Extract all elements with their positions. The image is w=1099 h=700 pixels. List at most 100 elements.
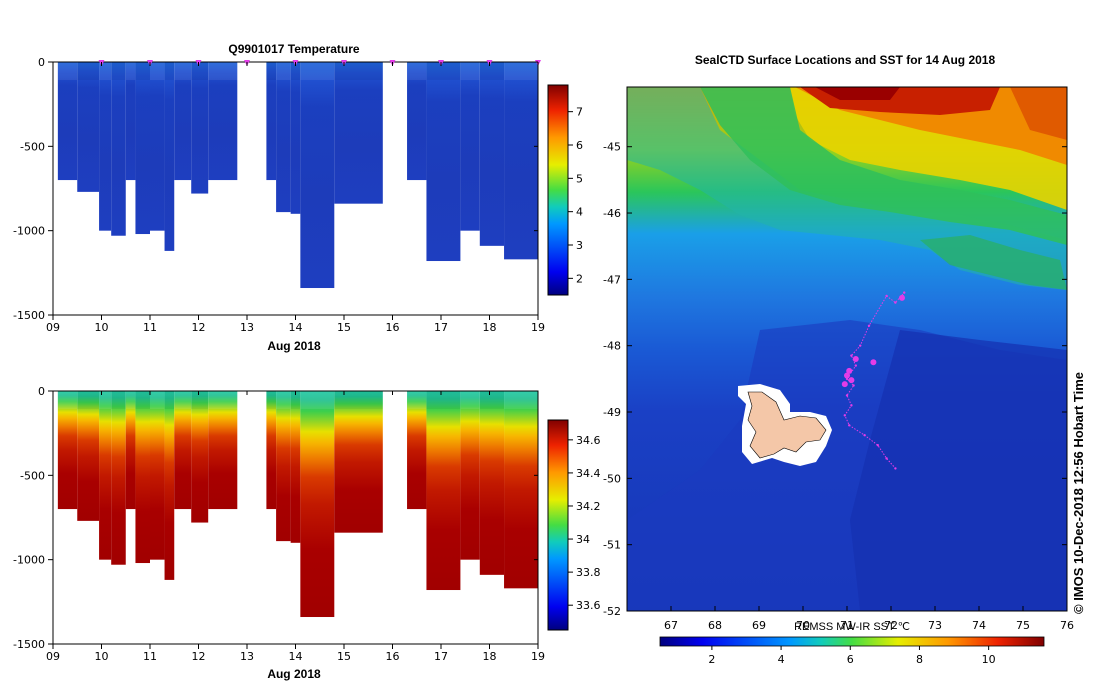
map-colorbar-tick-label: 8	[916, 653, 923, 666]
map-x-tick-label: 75	[1016, 619, 1030, 632]
x-tick-label: 13	[240, 321, 254, 334]
temperature-profile-shade	[191, 62, 209, 80]
temperature-panel: Q9901017 Temperature 09 10 11 12 13 14 15 16 17 1…	[13, 42, 583, 353]
y-tick-label: -500	[20, 140, 45, 153]
y-tick-label: -1000	[13, 225, 45, 238]
temperature-profile-column	[191, 62, 209, 194]
colorbar-tick-label: 34.4	[576, 467, 601, 480]
temperature-profile-shade	[334, 62, 383, 80]
map-y-tick-label: -49	[603, 406, 621, 419]
temperature-profile-shade	[300, 62, 335, 80]
map-colorbar	[659, 636, 1045, 647]
salinity-x-axis: 09 10 11 12 13 14 15 16 17 18 19	[46, 391, 545, 663]
y-tick-label: -1000	[13, 554, 45, 567]
salinity-profile-column	[407, 391, 427, 510]
colorbar-tick-label: 5	[576, 172, 583, 185]
y-tick-label: 0	[38, 56, 45, 69]
map-colorbar-tick-label: 10	[982, 653, 996, 666]
map-y-tick-label: -48	[603, 340, 621, 353]
temperature-profile-column	[208, 62, 238, 181]
salinity-y-axis: 0 -500 -1000 -1500	[13, 385, 538, 651]
salinity-profile-column	[150, 391, 165, 560]
temperature-profile-column	[479, 62, 505, 246]
salinity-profiles	[57, 391, 538, 618]
seal-track-point	[903, 291, 906, 294]
map-y-tick-label: -47	[603, 273, 621, 286]
y-tick-label: -500	[20, 469, 45, 482]
seal-track-point	[845, 394, 849, 397]
colorbar-tick-label: 3	[576, 239, 583, 252]
salinity-profile-shade	[57, 391, 78, 409]
temperature-profile-shade	[504, 62, 538, 80]
salinity-colorbar-ticks: 33.6 33.8 34 34.2 34.4 34.6	[568, 434, 601, 612]
salinity-profile-shade	[150, 391, 165, 409]
salinity-profile-column	[290, 391, 301, 543]
x-tick-label: 12	[192, 321, 206, 334]
temperature-profile-column	[407, 62, 427, 181]
temperature-colorbar	[547, 84, 569, 296]
temperature-profile-column	[164, 62, 175, 251]
temperature-profile-column	[135, 62, 150, 235]
kerguelen-island	[747, 391, 827, 459]
salinity-profile-shade	[460, 391, 480, 409]
temperature-profile-shade	[266, 62, 277, 80]
temperature-title: Q9901017 Temperature	[228, 42, 360, 56]
temperature-profile-shade	[111, 62, 126, 80]
x-tick-label: 09	[46, 650, 60, 663]
salinity-colorbar	[547, 419, 569, 631]
salinity-profile-column	[77, 391, 100, 521]
temperature-profile-shade	[426, 62, 461, 80]
map-colorbar-ticks: 2 4 6 8 10	[708, 646, 996, 666]
salinity-profile-column	[57, 391, 78, 510]
temperature-profile-shade	[290, 62, 301, 80]
seal-track-point	[894, 301, 897, 304]
x-tick-label: 10	[95, 321, 109, 334]
map-x-tick-label: 69	[752, 619, 766, 632]
map-x-axis: 67 68 69 70 71 72 73 74 75 76	[664, 606, 1074, 632]
salinity-profile-column	[266, 391, 277, 510]
map-x-tick-label: 68	[708, 619, 722, 632]
temperature-profile-shade	[407, 62, 427, 80]
salinity-profile-column	[99, 391, 112, 560]
temperature-profile-column	[111, 62, 126, 236]
salinity-profile-shade	[407, 391, 427, 409]
map-title: SealCTD Surface Locations and SST for 14…	[695, 53, 996, 67]
x-tick-label: 10	[95, 650, 109, 663]
salinity-profile-shade	[125, 391, 136, 409]
salinity-profile-column	[135, 391, 150, 564]
salinity-profile-shade	[290, 391, 301, 409]
temperature-profile-column	[426, 62, 461, 262]
salinity-profile-column	[460, 391, 480, 560]
seal-surface-location	[841, 381, 848, 388]
salinity-profile-column	[426, 391, 461, 591]
seal-track-point	[843, 414, 846, 417]
salinity-profile-column	[334, 391, 383, 533]
salinity-profile-column	[300, 391, 335, 618]
colorbar-tick-label: 4	[576, 206, 583, 219]
temperature-profile-column	[276, 62, 291, 213]
salinity-profile-shade	[504, 391, 538, 409]
colorbar-tick-label: 34	[576, 533, 590, 546]
salinity-profile-shade	[164, 391, 175, 409]
x-tick-label: 16	[386, 321, 400, 334]
y-tick-label: -1500	[13, 638, 45, 651]
map-x-tick-label: 76	[1060, 619, 1074, 632]
x-tick-label: 17	[434, 321, 448, 334]
map-x-tick-label: 73	[928, 619, 942, 632]
temperature-profile-shade	[479, 62, 505, 80]
x-tick-label: 16	[386, 650, 400, 663]
temperature-profile-shade	[99, 62, 112, 80]
seal-surface-location	[852, 355, 859, 362]
colorbar-tick-label: 34.6	[576, 434, 601, 447]
seal-track-point	[876, 443, 879, 447]
salinity-profile-shade	[174, 391, 192, 409]
salinity-profile-column	[164, 391, 175, 580]
salinity-profile-column	[125, 391, 136, 510]
temperature-profile-column	[77, 62, 100, 192]
salinity-profile-shade	[266, 391, 277, 409]
seal-track-point	[867, 324, 871, 327]
map-colorbar-tick-label: 4	[778, 653, 785, 666]
map-x-tick-label: 71	[840, 619, 854, 632]
colorbar-tick-label: 7	[576, 106, 583, 119]
